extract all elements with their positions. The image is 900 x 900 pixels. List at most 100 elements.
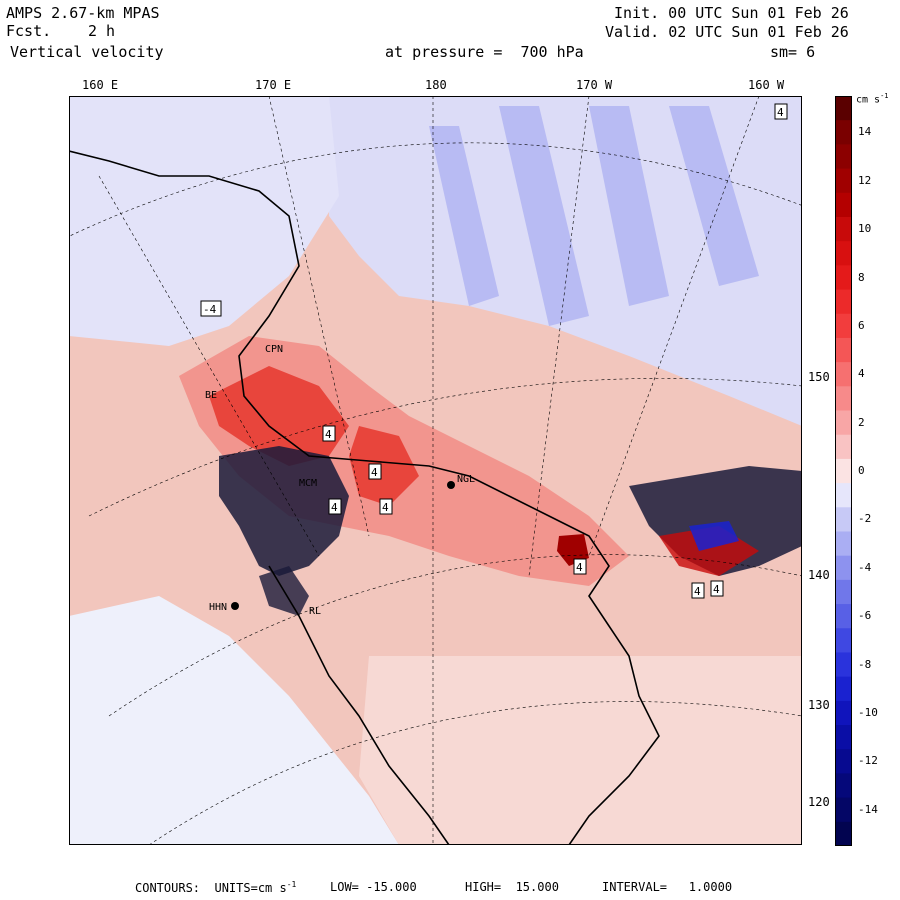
colorbar-swatch xyxy=(835,797,852,823)
colorbar-tick-label: 4 xyxy=(858,367,865,381)
colorbar-swatch xyxy=(835,700,852,726)
colorbar xyxy=(835,96,852,846)
lon-label-160e: 160 E xyxy=(82,78,119,92)
station-mcm-label: MCM xyxy=(299,478,317,489)
map-frame xyxy=(69,96,802,845)
colorbar-tick-label: 6 xyxy=(858,318,865,332)
negative-streaks xyxy=(429,106,759,326)
colorbar-swatch xyxy=(835,410,852,436)
station-hhn-label: HHN xyxy=(209,602,227,613)
svg-text:4: 4 xyxy=(382,501,389,514)
station-ngl-label: NGL xyxy=(457,474,475,485)
colorbar-swatch xyxy=(835,313,852,339)
colorbar-swatch xyxy=(835,628,852,653)
pale-positive-south xyxy=(359,656,802,845)
colorbar-tick-label: -6 xyxy=(858,609,872,623)
lon-label-160w: 160 W xyxy=(748,78,785,92)
svg-text:4: 4 xyxy=(331,501,338,514)
footer-contours-text: CONTOURS: UNITS=cm s xyxy=(135,881,287,895)
colorbar-swatch xyxy=(835,241,852,266)
lon-label-170w: 170 W xyxy=(576,78,613,92)
colorbar-tick-label: 14 xyxy=(858,125,872,139)
colorbar-swatch xyxy=(835,604,852,629)
colorbar-swatch xyxy=(835,821,852,846)
model-title: AMPS 2.67-km MPAS xyxy=(6,4,160,22)
mountain-contour-bundle xyxy=(219,446,349,576)
colorbar-swatch xyxy=(835,434,852,460)
colorbar-swatch xyxy=(835,96,852,121)
station-markers xyxy=(231,481,455,610)
colorbar-tick-label: 12 xyxy=(858,173,872,187)
colorbar-swatch xyxy=(835,337,852,363)
svg-text:4: 4 xyxy=(713,583,720,596)
svg-text:4: 4 xyxy=(694,585,701,598)
colorbar-swatch xyxy=(835,483,852,508)
colorbar-frame xyxy=(835,96,852,846)
graticule xyxy=(69,96,802,845)
colorbar-swatch xyxy=(835,652,852,678)
colorbar-swatch xyxy=(835,386,852,412)
contour-boxes: 4 4 4 4 4 4 4 -4 4 xyxy=(200,103,788,599)
colorbar-swatch xyxy=(835,458,852,484)
footer-low: LOW= -15.000 xyxy=(330,880,417,894)
footer-interval: INTERVAL= 1.0000 xyxy=(602,880,733,894)
footer-units-exp: -1 xyxy=(286,880,297,889)
colorbar-swatch xyxy=(835,362,852,387)
station-ngl-dot xyxy=(447,481,455,489)
land-region-west xyxy=(69,596,399,845)
colorbar-swatch xyxy=(835,216,852,242)
negative-region-west xyxy=(69,96,339,346)
colorbar-tick-label: -4 xyxy=(858,560,872,574)
colorbar-units-text: cm s xyxy=(856,94,881,106)
lon-label-180: 180 xyxy=(425,78,447,92)
station-be-label: BE xyxy=(205,390,217,401)
forecast-hour: 2 h xyxy=(88,22,116,40)
colorbar-tick-label: -14 xyxy=(858,802,878,816)
field-name: Vertical velocity xyxy=(10,43,164,61)
colorbar-units: cm s-1 xyxy=(856,92,889,105)
colorbar-swatch xyxy=(835,555,852,581)
colorbar-units-exp: -1 xyxy=(880,92,889,100)
colorbar-swatch xyxy=(835,749,852,774)
colorbar-swatch xyxy=(835,168,852,194)
coastline xyxy=(69,150,660,845)
colorbar-swatch xyxy=(835,579,852,605)
colorbar-swatch xyxy=(835,120,852,145)
positive-strong-2 xyxy=(349,426,419,506)
colorbar-tick-label: 2 xyxy=(858,415,865,429)
lon-label-170e: 170 E xyxy=(255,78,292,92)
svg-text:4: 4 xyxy=(371,466,378,479)
footer-high: HIGH= 15.000 xyxy=(465,880,559,894)
colorbar-swatch xyxy=(835,773,852,799)
colorbar-swatch xyxy=(835,192,852,218)
pressure-level: at pressure = 700 hPa xyxy=(385,43,584,61)
footer-contours: CONTOURS: UNITS=cm s-1 xyxy=(135,880,296,895)
init-time: Init. 00 UTC Sun 01 Feb 26 xyxy=(614,4,849,22)
svg-text:4: 4 xyxy=(777,106,784,119)
colorbar-swatch xyxy=(835,507,852,532)
colorbar-swatch xyxy=(835,676,852,702)
small-updraft xyxy=(557,534,589,566)
colorbar-swatch xyxy=(835,725,852,750)
svg-text:4: 4 xyxy=(325,428,332,441)
colorbar-tick-label: 0 xyxy=(858,464,865,477)
station-cpn-label: CPN xyxy=(265,344,283,355)
storm-band-blue xyxy=(689,521,739,551)
colorbar-tick-label: 10 xyxy=(858,222,872,236)
smoothing: sm= 6 xyxy=(770,43,816,61)
colorbar-tick-label: -10 xyxy=(858,705,878,719)
svg-text:-4: -4 xyxy=(203,303,217,316)
station-hhn-dot xyxy=(231,602,239,610)
vertical-velocity-map: NGL HHN CPN BE RL MCM 4 4 4 4 4 4 4 -4 4 xyxy=(69,96,802,845)
valid-time: Valid. 02 UTC Sun 01 Feb 26 xyxy=(605,23,849,41)
forecast-label: Fcst. xyxy=(6,22,52,40)
colorbar-swatch xyxy=(835,144,852,170)
station-rl-label: RL xyxy=(309,606,321,617)
colorbar-swatch xyxy=(835,289,852,315)
svg-text:4: 4 xyxy=(576,561,583,574)
colorbar-swatch xyxy=(835,531,852,557)
colorbar-tick-label: -2 xyxy=(858,512,872,526)
colorbar-tick-label: -12 xyxy=(858,754,878,768)
colorbar-swatch xyxy=(835,265,852,291)
colorbar-tick-label: -8 xyxy=(858,657,872,671)
